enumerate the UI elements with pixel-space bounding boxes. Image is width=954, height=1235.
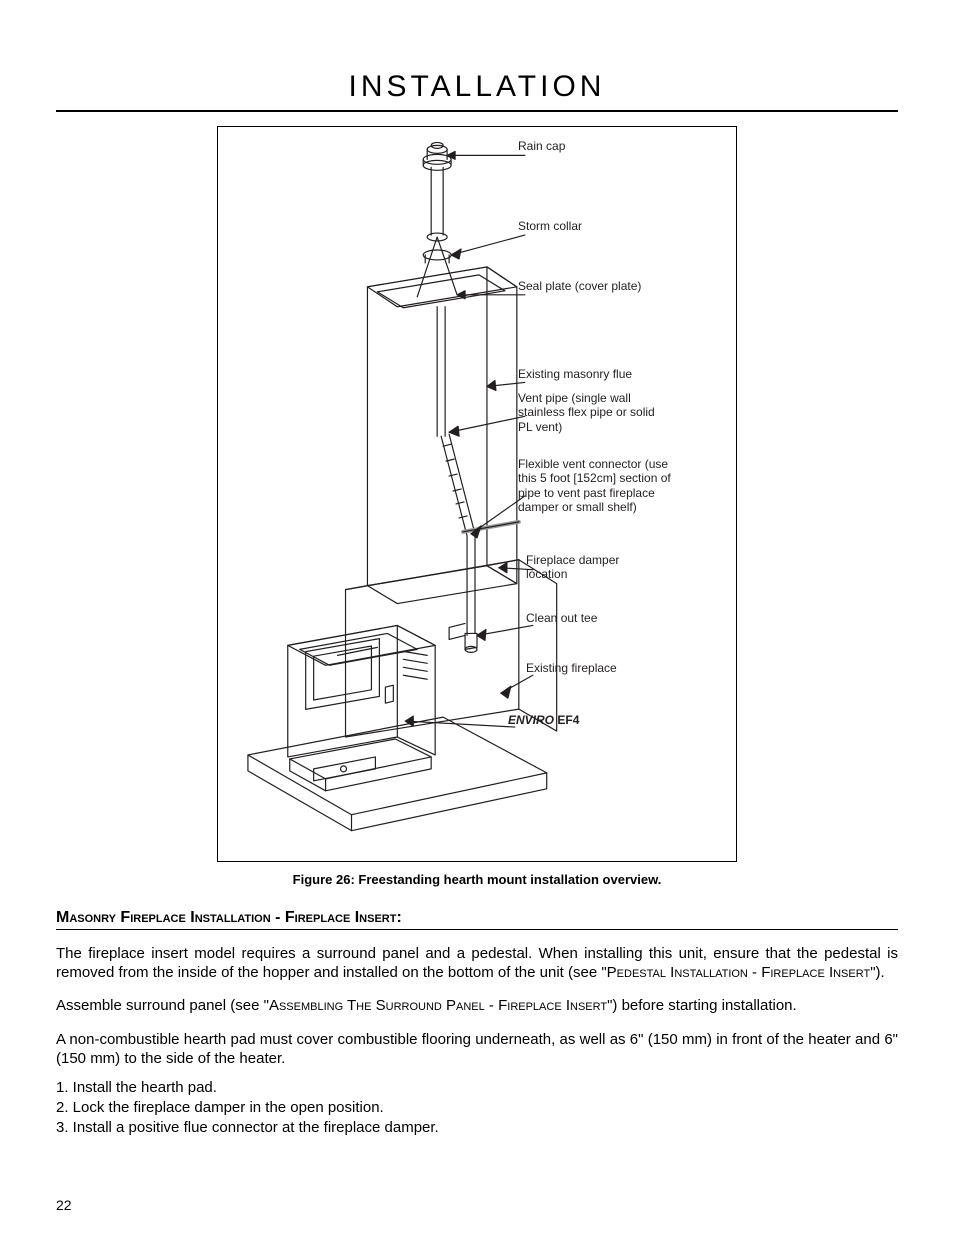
para2-part-b: ") before starting installation. (607, 997, 797, 1014)
section-heading: Masonry Fireplace Installation - Firepla… (56, 909, 898, 930)
list-item: 3. Install a positive flue connector at … (56, 1118, 898, 1138)
annotation-seal-plate: Seal plate (cover plate) (518, 279, 641, 293)
annotation-existing-fireplace: Existing fireplace (526, 661, 617, 675)
list-item: 1. Install the hearth pad. (56, 1078, 898, 1098)
para2-smallcaps: Assembling The Surround Panel - Fireplac… (269, 997, 607, 1014)
figure-caption: Figure 26: Freestanding hearth mount ins… (56, 872, 898, 887)
page-number: 22 (56, 1197, 72, 1213)
annotation-damper-location: Fireplace damper location (526, 553, 646, 582)
numbered-list: 1. Install the hearth pad. 2. Lock the f… (56, 1078, 898, 1139)
paragraph-3: A non-combustible hearth pad must cover … (56, 1030, 898, 1068)
annotation-rain-cap: Rain cap (518, 139, 565, 153)
figure-box: Rain cap Storm collar Seal plate (cover … (217, 126, 737, 862)
page: Installation (0, 0, 954, 1235)
para1-part-b: "). (870, 964, 885, 981)
paragraph-1: The fireplace insert model requires a su… (56, 944, 898, 982)
para1-smallcaps: Pedestal Installation - Fireplace Insert (607, 964, 871, 981)
annotation-flex-connector: Flexible vent connector (use this 5 foot… (518, 457, 678, 515)
annotation-product-label: ENVIRO EF4 (508, 713, 579, 727)
list-item: 2. Lock the fireplace damper in the open… (56, 1098, 898, 1118)
paragraph-2: Assemble surround panel (see "Assembling… (56, 996, 898, 1015)
annotation-masonry-flue: Existing masonry flue (518, 367, 632, 381)
para2-part-a: Assemble surround panel (see " (56, 997, 269, 1014)
page-title: Installation (56, 70, 898, 112)
annotation-storm-collar: Storm collar (518, 219, 582, 233)
annotation-vent-pipe: Vent pipe (single wall stainless flex pi… (518, 391, 668, 434)
annotation-cleanout-tee: Clean out tee (526, 611, 597, 625)
